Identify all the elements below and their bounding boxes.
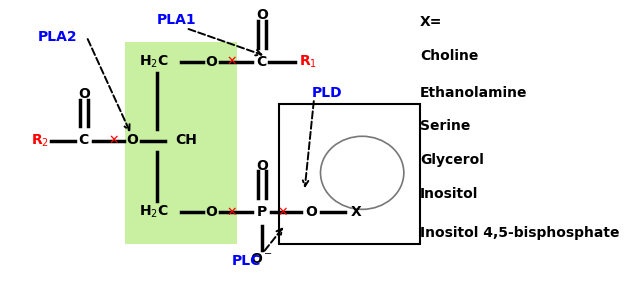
Text: O: O [305, 205, 317, 219]
Text: ✕: ✕ [278, 206, 288, 219]
Text: O: O [206, 205, 217, 219]
Text: CH: CH [175, 133, 197, 148]
Text: P: P [256, 205, 267, 219]
Text: O: O [127, 133, 138, 148]
Text: PLC: PLC [232, 254, 262, 268]
Text: O: O [78, 87, 90, 101]
Text: PLD: PLD [312, 86, 342, 100]
Text: Inositol: Inositol [420, 187, 478, 201]
Text: Serine: Serine [420, 119, 470, 133]
Ellipse shape [320, 136, 404, 209]
Text: ✕: ✕ [108, 134, 119, 147]
Text: X=: X= [420, 15, 442, 30]
Text: ✕: ✕ [226, 55, 237, 68]
Text: X: X [351, 205, 361, 219]
Text: Ethanolamine: Ethanolamine [420, 86, 528, 100]
Text: Inositol 4,5-bisphosphate: Inositol 4,5-bisphosphate [420, 226, 619, 240]
Text: R$_2$: R$_2$ [31, 132, 49, 149]
Text: ✕: ✕ [226, 206, 237, 219]
Text: O: O [256, 8, 268, 22]
Text: H$_2$C: H$_2$C [139, 204, 169, 220]
Text: O$^-$: O$^-$ [250, 251, 273, 266]
Text: R$_1$: R$_1$ [299, 54, 317, 70]
Bar [279, 104, 420, 244]
Text: Glycerol: Glycerol [420, 153, 484, 167]
Text: PLA2: PLA2 [38, 30, 78, 44]
Text: O: O [256, 159, 268, 173]
Text: H$_2$C: H$_2$C [139, 54, 169, 70]
Bar [125, 42, 237, 244]
Text: C: C [256, 55, 267, 69]
Text: PLA1: PLA1 [156, 13, 196, 27]
Text: C: C [78, 133, 88, 148]
Text: Choline: Choline [420, 49, 478, 63]
Text: O: O [206, 55, 217, 69]
